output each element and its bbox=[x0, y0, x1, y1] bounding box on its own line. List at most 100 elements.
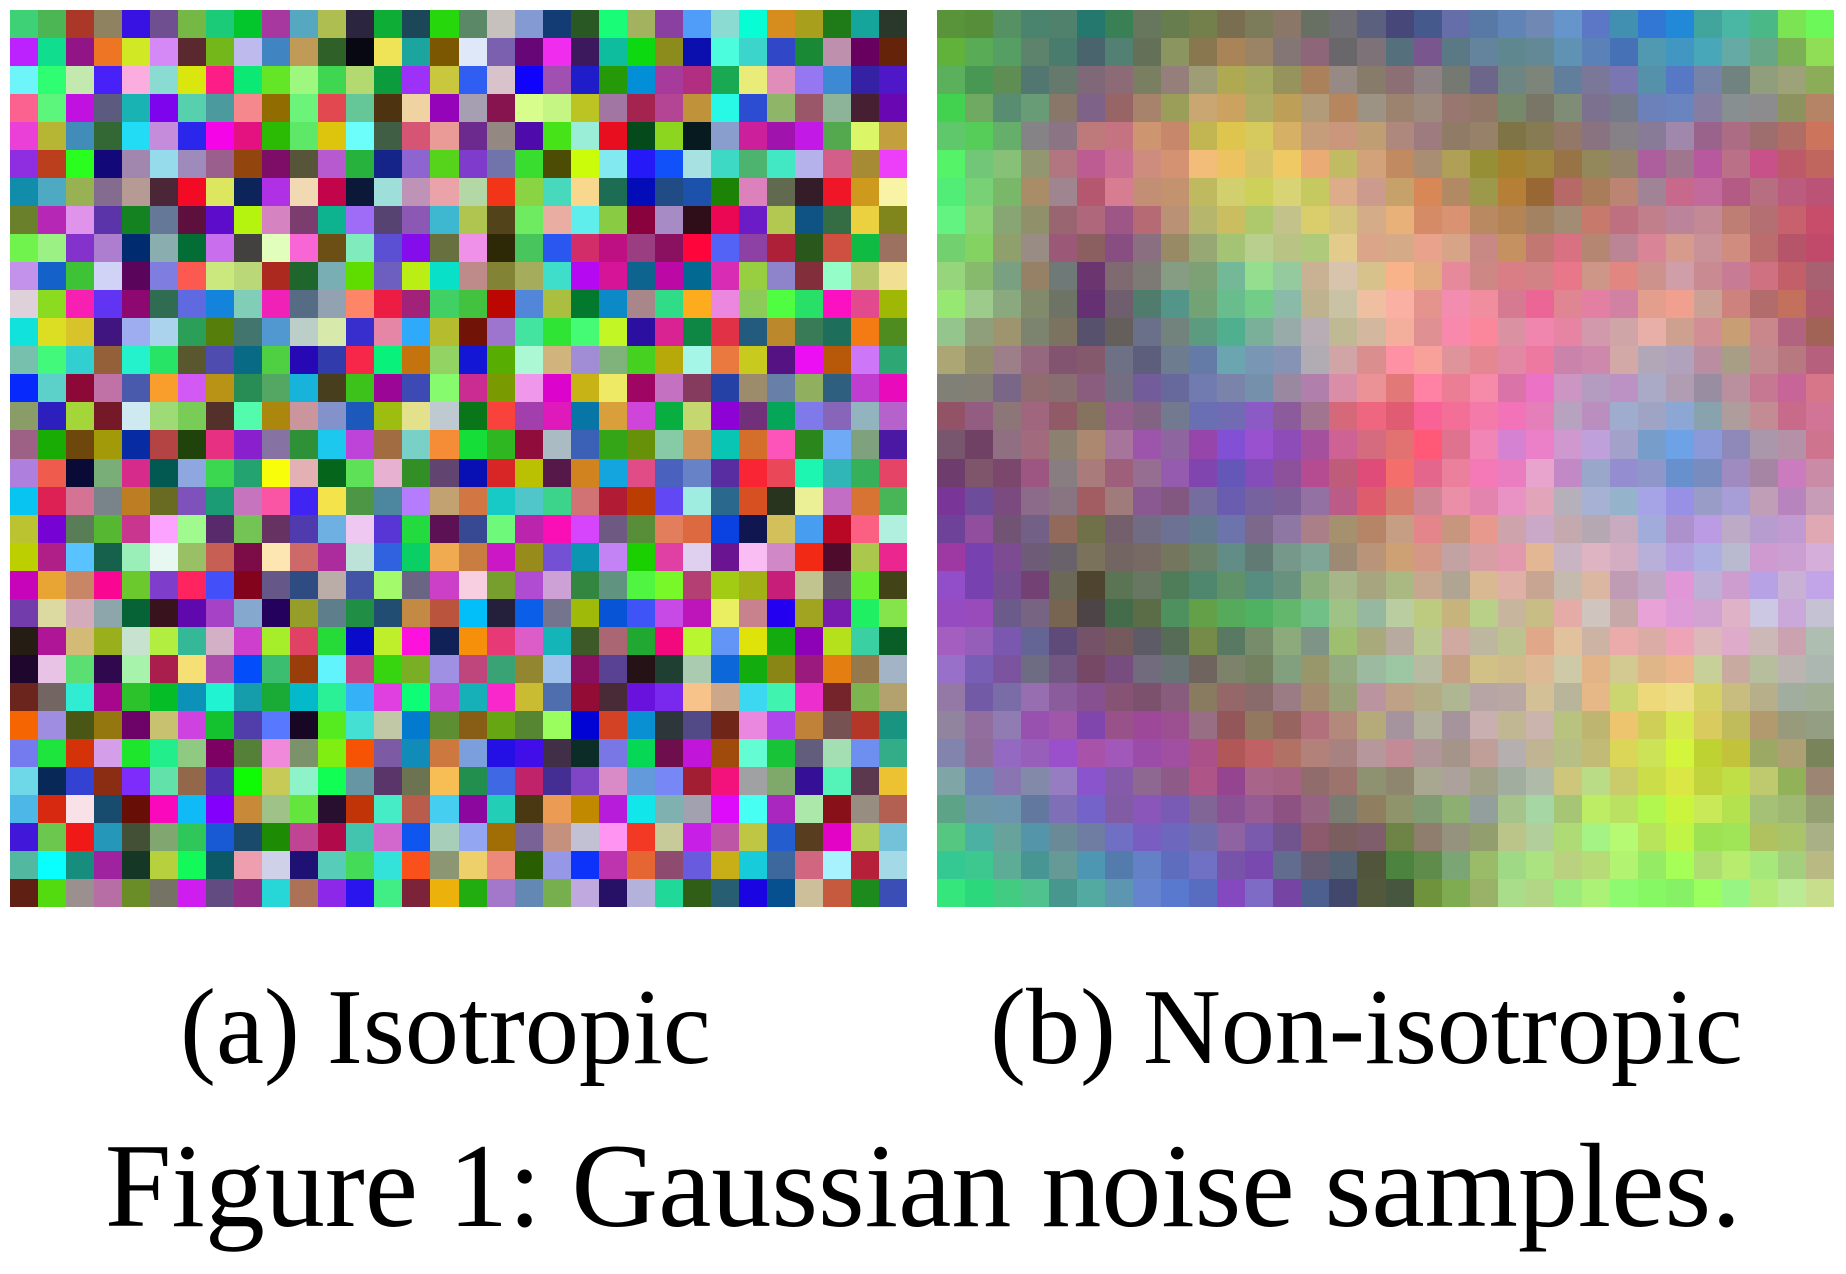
noise-pixel bbox=[1637, 206, 1666, 235]
noise-pixel bbox=[1525, 542, 1554, 571]
noise-pixel bbox=[1665, 766, 1694, 795]
noise-pixel bbox=[122, 122, 151, 151]
noise-pixel bbox=[1805, 850, 1834, 879]
noise-pixel bbox=[1497, 374, 1526, 403]
noise-pixel bbox=[10, 318, 39, 347]
noise-pixel bbox=[38, 402, 67, 431]
noise-pixel bbox=[1161, 682, 1190, 711]
noise-pixel bbox=[598, 682, 627, 711]
noise-pixel bbox=[1021, 318, 1050, 347]
noise-pixel bbox=[402, 682, 431, 711]
noise-pixel bbox=[1637, 542, 1666, 571]
noise-pixel bbox=[542, 486, 571, 515]
noise-pixel bbox=[738, 766, 767, 795]
noise-pixel bbox=[206, 10, 235, 39]
noise-pixel bbox=[1245, 430, 1274, 459]
noise-pixel bbox=[514, 486, 543, 515]
noise-pixel bbox=[1133, 570, 1162, 599]
noise-pixel bbox=[1357, 262, 1386, 291]
noise-pixel bbox=[1805, 710, 1834, 739]
noise-pixel bbox=[206, 682, 235, 711]
noise-pixel bbox=[1497, 710, 1526, 739]
noise-pixel bbox=[850, 38, 879, 67]
noise-pixel bbox=[542, 290, 571, 319]
noise-pixel bbox=[850, 570, 879, 599]
noise-pixel bbox=[374, 626, 403, 655]
noise-pixel bbox=[486, 542, 515, 571]
noise-pixel bbox=[598, 850, 627, 879]
noise-pixel bbox=[1525, 710, 1554, 739]
noise-pixel bbox=[1525, 598, 1554, 627]
noise-pixel bbox=[1161, 206, 1190, 235]
noise-pixel bbox=[766, 262, 795, 291]
noise-pixel bbox=[1021, 486, 1050, 515]
noise-pixel bbox=[1553, 318, 1582, 347]
noise-pixel bbox=[1273, 262, 1302, 291]
noise-pixel bbox=[1609, 766, 1638, 795]
noise-pixel bbox=[1385, 346, 1414, 375]
noise-pixel bbox=[710, 458, 739, 487]
noise-pixel bbox=[1553, 738, 1582, 767]
noise-pixel bbox=[598, 318, 627, 347]
noise-pixel bbox=[1441, 822, 1470, 851]
noise-pixel bbox=[654, 598, 683, 627]
noise-pixel bbox=[262, 542, 291, 571]
noise-pixel bbox=[570, 178, 599, 207]
noise-pixel bbox=[766, 570, 795, 599]
noise-pixel bbox=[822, 374, 851, 403]
noise-pixel bbox=[1077, 374, 1106, 403]
noise-pixel bbox=[937, 10, 966, 39]
noise-pixel bbox=[10, 262, 39, 291]
noise-pixel bbox=[1161, 486, 1190, 515]
noise-pixel bbox=[1749, 794, 1778, 823]
noise-pixel bbox=[1637, 850, 1666, 879]
noise-pixel bbox=[738, 850, 767, 879]
noise-pixel bbox=[1497, 10, 1526, 39]
noise-pixel bbox=[1049, 94, 1078, 123]
noise-pixel bbox=[570, 234, 599, 263]
noise-pixel bbox=[10, 654, 39, 683]
noise-pixel bbox=[402, 402, 431, 431]
noise-pixel bbox=[178, 150, 207, 179]
noise-pixel bbox=[1749, 374, 1778, 403]
noise-pixel bbox=[1385, 738, 1414, 767]
noise-pixel bbox=[1609, 10, 1638, 39]
noise-pixel bbox=[1217, 766, 1246, 795]
noise-pixel bbox=[710, 598, 739, 627]
noise-pixel bbox=[122, 402, 151, 431]
noise-pixel bbox=[1413, 430, 1442, 459]
noise-pixel bbox=[1581, 850, 1610, 879]
noise-pixel bbox=[598, 766, 627, 795]
noise-pixel bbox=[1665, 682, 1694, 711]
noise-pixel bbox=[1721, 150, 1750, 179]
noise-pixel bbox=[1385, 570, 1414, 599]
noise-pixel bbox=[1665, 486, 1694, 515]
noise-pixel bbox=[1021, 262, 1050, 291]
noise-pixel bbox=[1077, 626, 1106, 655]
noise-pixel bbox=[1497, 850, 1526, 879]
noise-pixel bbox=[1217, 290, 1246, 319]
noise-pixel bbox=[598, 514, 627, 543]
noise-pixel bbox=[682, 402, 711, 431]
noise-pixel bbox=[682, 682, 711, 711]
noise-pixel bbox=[654, 178, 683, 207]
noise-pixel bbox=[262, 374, 291, 403]
noise-pixel bbox=[290, 794, 319, 823]
noise-pixel bbox=[710, 738, 739, 767]
noise-pixel bbox=[1189, 150, 1218, 179]
noise-pixel bbox=[1553, 626, 1582, 655]
noise-pixel bbox=[1497, 654, 1526, 683]
noise-pixel bbox=[766, 402, 795, 431]
noise-pixel bbox=[878, 374, 907, 403]
noise-pixel bbox=[738, 206, 767, 235]
noise-pixel bbox=[1217, 738, 1246, 767]
noise-pixel bbox=[1665, 710, 1694, 739]
noise-pixel bbox=[654, 514, 683, 543]
noise-pixel bbox=[318, 178, 347, 207]
noise-pixel bbox=[374, 374, 403, 403]
noise-pixel bbox=[1385, 402, 1414, 431]
noise-pixel bbox=[10, 374, 39, 403]
noise-pixel bbox=[374, 94, 403, 123]
noise-pixel bbox=[937, 766, 966, 795]
noise-pixel bbox=[1497, 458, 1526, 487]
